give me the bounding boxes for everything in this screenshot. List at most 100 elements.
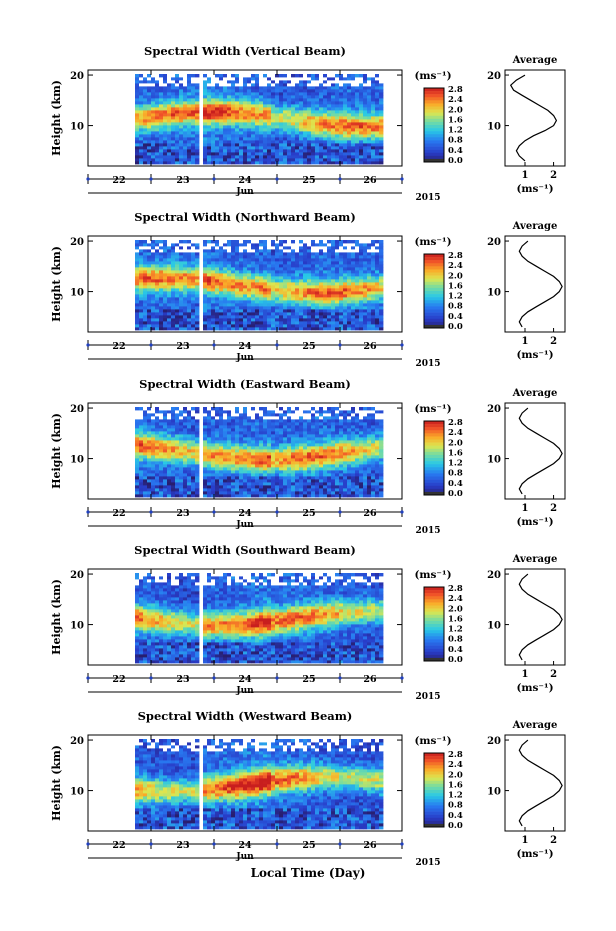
heatmap-cell bbox=[331, 261, 336, 265]
heatmap-cell bbox=[203, 470, 208, 474]
heatmap-cell bbox=[171, 449, 176, 453]
heatmap-cell bbox=[251, 473, 256, 477]
heatmap-cell bbox=[287, 458, 292, 462]
heatmap-cell bbox=[179, 482, 184, 486]
heatmap-cell bbox=[315, 267, 320, 271]
heatmap-cell bbox=[151, 294, 156, 298]
heatmap-cell bbox=[139, 246, 144, 250]
heatmap-cell bbox=[191, 89, 196, 93]
heatmap-cell bbox=[239, 285, 244, 289]
heatmap-cell bbox=[179, 407, 184, 411]
heatmap-cell bbox=[171, 158, 176, 162]
heatmap-cell bbox=[147, 446, 152, 450]
heatmap-cell bbox=[359, 276, 364, 280]
heatmap-cell bbox=[363, 285, 368, 289]
heatmap-cell bbox=[355, 158, 360, 162]
heatmap-cell bbox=[243, 152, 248, 156]
heatmap-cell bbox=[267, 294, 272, 298]
heatmap-cell bbox=[323, 312, 328, 316]
heatmap-cell bbox=[143, 419, 148, 423]
y-tick-label: 20 bbox=[70, 237, 84, 248]
heatmap-cell bbox=[171, 318, 176, 322]
heatmap-cell bbox=[331, 131, 336, 135]
heatmap-cell bbox=[135, 464, 140, 468]
heatmap-cell bbox=[215, 464, 220, 468]
heatmap-cell bbox=[263, 101, 268, 105]
heatmap-cell bbox=[223, 416, 228, 420]
heatmap-cell bbox=[135, 473, 140, 477]
heatmap-cell bbox=[159, 137, 164, 141]
heatmap-cell bbox=[263, 95, 268, 99]
heatmap-cell bbox=[279, 119, 284, 123]
heatmap-cell bbox=[283, 267, 288, 271]
heatmap-cell bbox=[231, 161, 236, 165]
heatmap-cell bbox=[139, 273, 144, 277]
heatmap-cell bbox=[351, 122, 356, 126]
heatmap-cell bbox=[287, 282, 292, 286]
heatmap-cell bbox=[163, 98, 168, 102]
heatmap-cell bbox=[271, 407, 276, 411]
heatmap-cell bbox=[211, 152, 216, 156]
heatmap-cell bbox=[251, 101, 256, 105]
heatmap-cell bbox=[307, 110, 312, 114]
heatmap-cell bbox=[347, 261, 352, 265]
heatmap-cell bbox=[207, 107, 212, 111]
heatmap-cell bbox=[159, 282, 164, 286]
heatmap-cell bbox=[331, 291, 336, 295]
heatmap-cell bbox=[327, 86, 332, 90]
heatmap-cell bbox=[359, 306, 364, 310]
heatmap-cell bbox=[247, 273, 252, 277]
heatmap-cell bbox=[155, 452, 160, 456]
heatmap-cell bbox=[239, 113, 244, 117]
heatmap-cell bbox=[311, 246, 316, 250]
heatmap-cell bbox=[143, 306, 148, 310]
heatmap-cell bbox=[259, 110, 264, 114]
heatmap-cell bbox=[227, 104, 232, 108]
heatmap-cell bbox=[307, 122, 312, 126]
heatmap-cell bbox=[231, 77, 236, 81]
heatmap-cell bbox=[339, 267, 344, 271]
heatmap-cell bbox=[239, 455, 244, 459]
heatmap-cell bbox=[227, 80, 232, 84]
heatmap-cell bbox=[163, 246, 168, 250]
heatmap-cell bbox=[315, 243, 320, 247]
heatmap-cell bbox=[355, 143, 360, 147]
heatmap-cell bbox=[143, 252, 148, 256]
heatmap-cell bbox=[351, 294, 356, 298]
heatmap-cell bbox=[203, 455, 208, 459]
heatmap-cell bbox=[279, 485, 284, 489]
heatmap-cell bbox=[147, 146, 152, 150]
heatmap-cell bbox=[287, 437, 292, 441]
avg-y-tick-label: 20 bbox=[487, 71, 501, 82]
heatmap-cell bbox=[155, 479, 160, 483]
heatmap-cell bbox=[263, 321, 268, 325]
heatmap-cell bbox=[299, 309, 304, 313]
colorbar-segment bbox=[424, 321, 444, 326]
heatmap-cell bbox=[291, 77, 296, 81]
heatmap-cell bbox=[251, 74, 256, 78]
heatmap-cell bbox=[271, 437, 276, 441]
heatmap-cell bbox=[335, 92, 340, 96]
heatmap-cell bbox=[139, 297, 144, 301]
heatmap-cell bbox=[227, 410, 232, 414]
heatmap-cell bbox=[371, 273, 376, 277]
heatmap-cell bbox=[347, 98, 352, 102]
heatmap-cell bbox=[319, 261, 324, 265]
heatmap-cell bbox=[247, 449, 252, 453]
heatmap-cell bbox=[339, 324, 344, 328]
heatmap-cell bbox=[311, 110, 316, 114]
heatmap-cell bbox=[171, 98, 176, 102]
heatmap-cell bbox=[375, 324, 380, 328]
heatmap-cell bbox=[215, 491, 220, 495]
heatmap-cell bbox=[219, 431, 224, 435]
heatmap-cell bbox=[171, 294, 176, 298]
heatmap-cell bbox=[251, 249, 256, 253]
heatmap-cell bbox=[159, 431, 164, 435]
year-label: 2015 bbox=[415, 359, 440, 369]
heatmap-cell bbox=[379, 92, 384, 96]
heatmap-cell bbox=[239, 443, 244, 447]
heatmap-cell bbox=[367, 98, 372, 102]
heatmap-cell bbox=[355, 155, 360, 159]
heatmap-cell bbox=[339, 98, 344, 102]
heatmap-cell bbox=[139, 491, 144, 495]
